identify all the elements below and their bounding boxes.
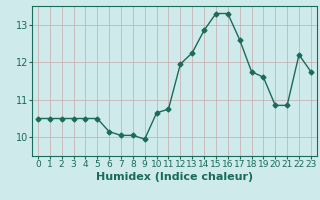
- X-axis label: Humidex (Indice chaleur): Humidex (Indice chaleur): [96, 172, 253, 182]
